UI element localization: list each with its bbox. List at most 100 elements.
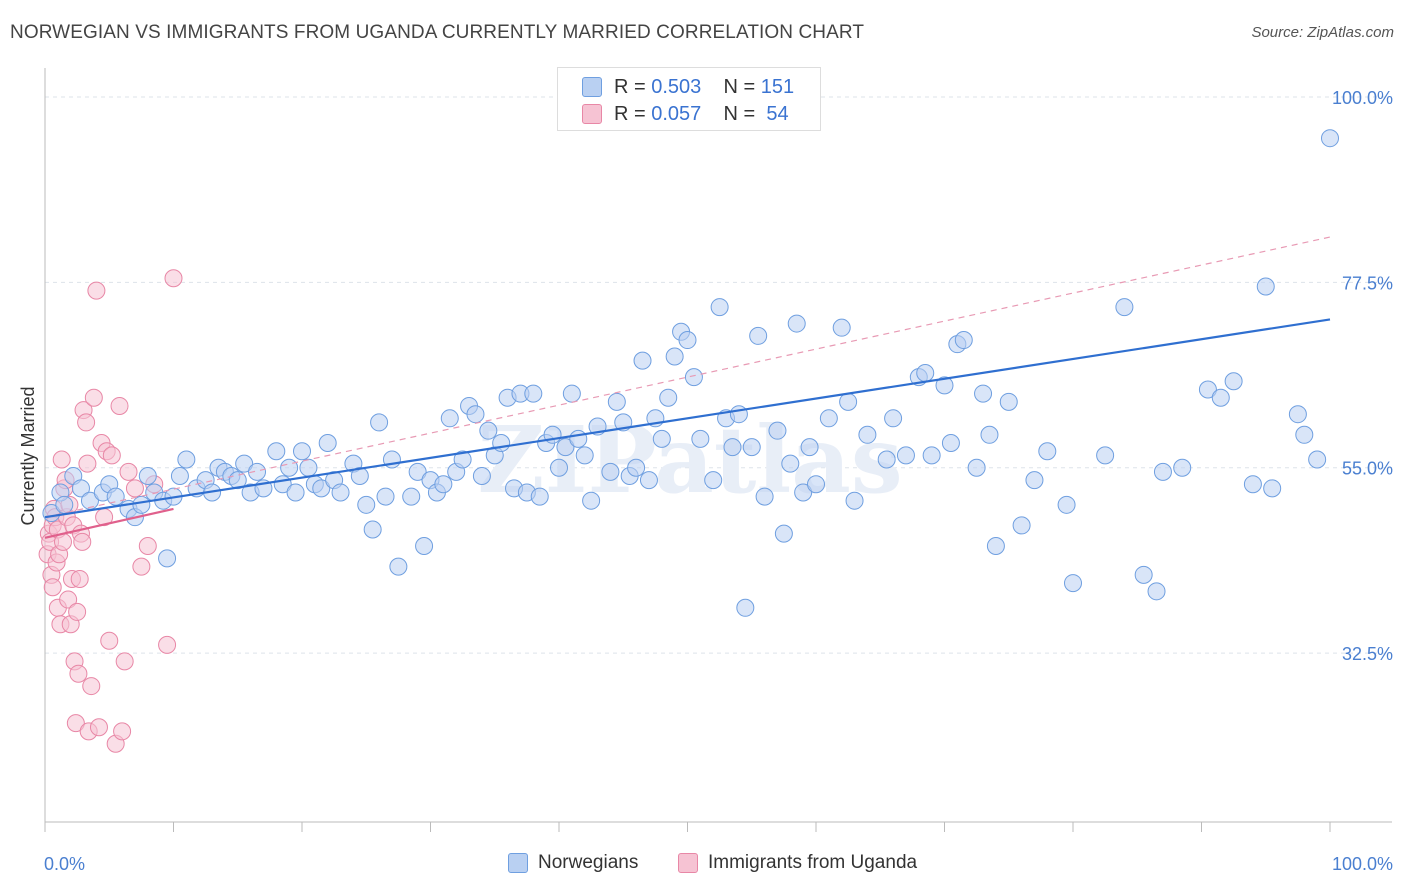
norwegian-point (158, 549, 177, 568)
norwegian-point (106, 487, 125, 506)
norwegian-point (819, 409, 838, 428)
norwegian-point (807, 475, 825, 494)
chart-source: Source: ZipAtlas.com (1251, 24, 1394, 41)
norwegian-point (922, 446, 941, 465)
norwegian-point (742, 438, 761, 457)
chart-title: NORWEGIAN VS IMMIGRANTS FROM UGANDA CURR… (10, 22, 865, 43)
norwegian-point (1153, 462, 1172, 481)
uganda-point (70, 569, 89, 588)
norwegian-point (736, 598, 755, 617)
norwegian-point (1198, 380, 1217, 399)
uganda-point (78, 454, 97, 473)
norwegian-point (55, 495, 74, 514)
norwegian-point (678, 331, 697, 350)
norwegian-point (479, 421, 498, 440)
norwegian-point (466, 405, 485, 424)
norwegian-point (1263, 479, 1282, 498)
norwegian-point (312, 479, 331, 498)
bottom-legend-label: Norwegians (538, 852, 639, 873)
norwegian-point (318, 434, 337, 453)
norwegian-point (691, 429, 710, 448)
legend-row-uganda: R = 0.057 N = 54 (582, 102, 789, 126)
norwegian-point (1064, 574, 1082, 593)
y-tick-label: 55.0% (1342, 459, 1393, 479)
uganda-point (82, 677, 101, 696)
norwegian-point (1288, 405, 1307, 424)
norwegian-point (389, 557, 408, 576)
bottom-legend-swatch-pink (678, 853, 698, 873)
uganda-point (132, 557, 151, 576)
norwegian-point (729, 405, 748, 424)
norwegian-point (71, 479, 90, 498)
norwegian-point (896, 446, 915, 465)
norwegian-point (293, 442, 311, 461)
bottom-legend-uganda: Immigrants from Uganda (678, 852, 917, 874)
trend-norwegians (44, 318, 1331, 519)
norwegian-point (684, 368, 703, 387)
norwegian-point (550, 458, 568, 477)
norwegian-point (556, 438, 575, 457)
norwegian-point (1038, 442, 1057, 461)
legend-swatch-blue (582, 77, 602, 97)
uganda-point (66, 714, 85, 733)
norwegian-point (1256, 277, 1275, 296)
norwegian-point (839, 392, 858, 411)
norwegian-point (639, 471, 658, 490)
norwegian-point (916, 363, 935, 382)
uganda-point (69, 664, 88, 683)
norwegian-point (177, 450, 196, 469)
legend-r-value: 0.057 (651, 102, 702, 125)
norwegian-point (170, 466, 189, 485)
norwegian-point (1308, 450, 1327, 469)
norwegian-point (453, 450, 472, 469)
norwegian-point (601, 462, 620, 481)
norwegian-point (704, 471, 723, 490)
uganda-point (73, 532, 92, 551)
norwegian-point (280, 458, 299, 477)
trend-lines (44, 236, 1331, 539)
norwegian-point (999, 392, 1018, 411)
norwegian-point (575, 446, 594, 465)
norwegian-point (781, 454, 800, 473)
norwegian-point (749, 326, 768, 345)
x-tick-label: 0.0% (44, 854, 85, 874)
norwegian-point (357, 495, 376, 514)
norwegian-point (524, 384, 543, 403)
norwegian-point (659, 388, 678, 407)
legend-n-value: 54 (766, 102, 789, 125)
axes (44, 68, 1392, 832)
norwegian-point (562, 384, 581, 403)
norwegian-point (1096, 446, 1115, 465)
stats-legend: R = 0.503 N = 151 R = 0.057 N = 54 (557, 67, 821, 131)
uganda-point (89, 718, 108, 737)
uganda-point (68, 602, 87, 621)
uganda-point (115, 652, 134, 671)
legend-r-label: R = (614, 75, 646, 98)
norwegian-point (652, 429, 671, 448)
norwegian-point (402, 487, 421, 506)
y-tick-label: 32.5% (1342, 644, 1393, 664)
norwegian-point (1057, 495, 1076, 514)
norwegian-point (858, 425, 877, 444)
norwegian-point (132, 495, 151, 514)
norwegian-point (794, 483, 813, 502)
norwegian-point (370, 413, 389, 432)
uganda-point (125, 479, 144, 498)
uganda-point (84, 388, 103, 407)
norwegian-point (1134, 565, 1153, 584)
norwegian-point (884, 409, 903, 428)
uganda-point (100, 631, 119, 650)
norwegian-point (774, 524, 793, 543)
norwegian-point (941, 434, 960, 453)
norwegian-point (1243, 475, 1262, 494)
uganda-point (77, 413, 96, 432)
norwegian-point (138, 466, 157, 485)
uganda-point (119, 462, 138, 481)
norwegian-point (755, 487, 774, 506)
legend-n-label: N = (723, 75, 756, 98)
norwegian-point (235, 454, 254, 473)
uganda-point (87, 281, 106, 300)
uganda-point (43, 578, 62, 597)
tick-labels: 32.5% 55.0% 77.5% 100.0% 0.0% 100.0% (44, 88, 1393, 874)
bottom-legend-norwegians: Norwegians (508, 852, 638, 874)
